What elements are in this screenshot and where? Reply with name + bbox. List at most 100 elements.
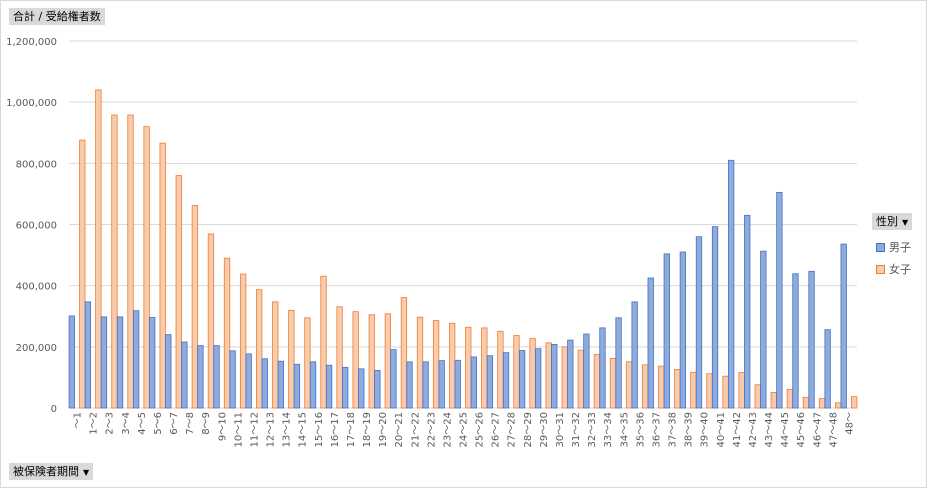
bar-female (288, 310, 295, 409)
x-tick-label: 7～8 (185, 412, 196, 435)
bar-male (631, 301, 638, 409)
bar-female (111, 114, 118, 409)
bar-female (545, 342, 552, 409)
bar-female (593, 354, 601, 409)
bar-female (336, 306, 343, 409)
bar-female (223, 257, 231, 409)
x-tick-label: 34～35 (619, 412, 630, 447)
x-tick-label: 5～6 (153, 412, 164, 435)
bar-female (738, 372, 745, 409)
value-field-button[interactable]: 合計 / 受給権者数 (9, 8, 105, 25)
x-tick-label: 42～43 (748, 412, 759, 447)
value-field-label: 合計 / 受給権者数 (13, 10, 101, 23)
bar-male (100, 316, 108, 409)
bar-male (776, 191, 783, 409)
bar-male (711, 226, 719, 409)
bar-male (84, 301, 92, 409)
x-tick-label: 8～9 (201, 412, 212, 435)
x-tick-label: 13～14 (282, 412, 293, 447)
x-tick-label: 12～13 (266, 412, 277, 447)
y-tick-label: 200,000 (16, 343, 57, 354)
x-tick-label: 11～12 (249, 412, 260, 447)
bar-female (561, 346, 568, 409)
bar-male (518, 350, 526, 409)
x-tick-label: 41～42 (732, 412, 743, 447)
bar-male (663, 253, 670, 409)
x-tick-label: 25～26 (475, 412, 486, 447)
bar-female (400, 297, 408, 409)
y-tick-label: 800,000 (16, 159, 57, 170)
x-tick-label: 28～29 (523, 412, 534, 447)
bar-male (261, 358, 268, 409)
x-tick-label: 1～2 (89, 412, 100, 435)
bar-female (674, 369, 681, 409)
bar-male (68, 315, 75, 409)
x-tick-label: 10～11 (233, 412, 244, 447)
bar-male (229, 350, 236, 409)
x-tick-label: 38～39 (684, 412, 695, 447)
x-tick-label: ～1 (73, 412, 84, 428)
bar-female (497, 330, 504, 409)
bar-male (277, 360, 285, 409)
bar-male (132, 310, 140, 409)
y-tick-label: 1,200,000 (6, 37, 57, 48)
bar-male (374, 369, 381, 409)
bar-female (722, 375, 729, 409)
bar-male (406, 361, 413, 409)
x-tick-label: 14～15 (298, 412, 309, 447)
legend-item-female: 女子 (876, 258, 911, 280)
x-tick-label: 37～38 (668, 412, 679, 447)
bar-male (422, 361, 429, 409)
bar-female (272, 301, 279, 409)
x-tick-label: 24～25 (459, 412, 470, 447)
x-tick-label: 2～3 (105, 412, 116, 435)
bar-female (481, 327, 488, 409)
bar-male (502, 352, 510, 409)
bar-female (449, 322, 456, 409)
x-tick-label: 19～20 (378, 412, 389, 447)
legend-field-button[interactable]: 性別 ▼ (872, 213, 913, 230)
bar-male (792, 273, 799, 409)
y-tick-label: 0 (51, 404, 57, 415)
x-tick-label: 9～10 (217, 412, 228, 441)
bar-female (851, 396, 858, 409)
x-tick-label: 40～41 (716, 412, 727, 447)
x-tick-label: 4～5 (137, 412, 148, 435)
x-tick-label: 32～33 (587, 412, 598, 447)
legend-swatch-male (876, 242, 885, 252)
bar-male (647, 277, 654, 409)
bar-male (342, 366, 349, 409)
x-tick-label: 30～31 (555, 412, 566, 447)
bar-female (529, 338, 536, 409)
x-tick-label: 33～34 (603, 412, 614, 447)
legend-swatch-female (876, 264, 885, 274)
x-tick-label: 6～7 (169, 412, 180, 435)
chevron-down-icon[interactable]: ▼ (902, 218, 909, 227)
legend: 男子 女子 (876, 236, 911, 280)
bar-male (470, 356, 477, 409)
x-tick-label: 36～37 (651, 412, 662, 447)
y-tick-label: 600,000 (16, 221, 57, 232)
bar-female (641, 364, 649, 409)
axis-field-button[interactable]: 被保険者期間 ▼ (9, 463, 94, 480)
axis-field-label: 被保険者期間 (13, 465, 79, 478)
x-tick-label: 3～4 (121, 412, 132, 435)
x-tick-label: 20～21 (394, 412, 405, 447)
bar-female (432, 320, 440, 409)
bar-male (149, 317, 156, 409)
bar-male (438, 360, 445, 409)
bar-male (744, 214, 751, 409)
bar-female (770, 392, 777, 409)
x-tick-label: 18～19 (362, 412, 373, 447)
x-tick-label: 31～32 (571, 412, 582, 447)
bar-female (368, 314, 375, 409)
bar-female (159, 142, 166, 409)
x-tick-label: 29～30 (539, 412, 550, 447)
bar-female (609, 358, 617, 409)
bar-male (390, 349, 397, 409)
bar-female (352, 311, 359, 409)
chevron-down-icon[interactable]: ▼ (83, 468, 90, 477)
bar-female (320, 275, 327, 409)
bar-male (309, 361, 317, 409)
